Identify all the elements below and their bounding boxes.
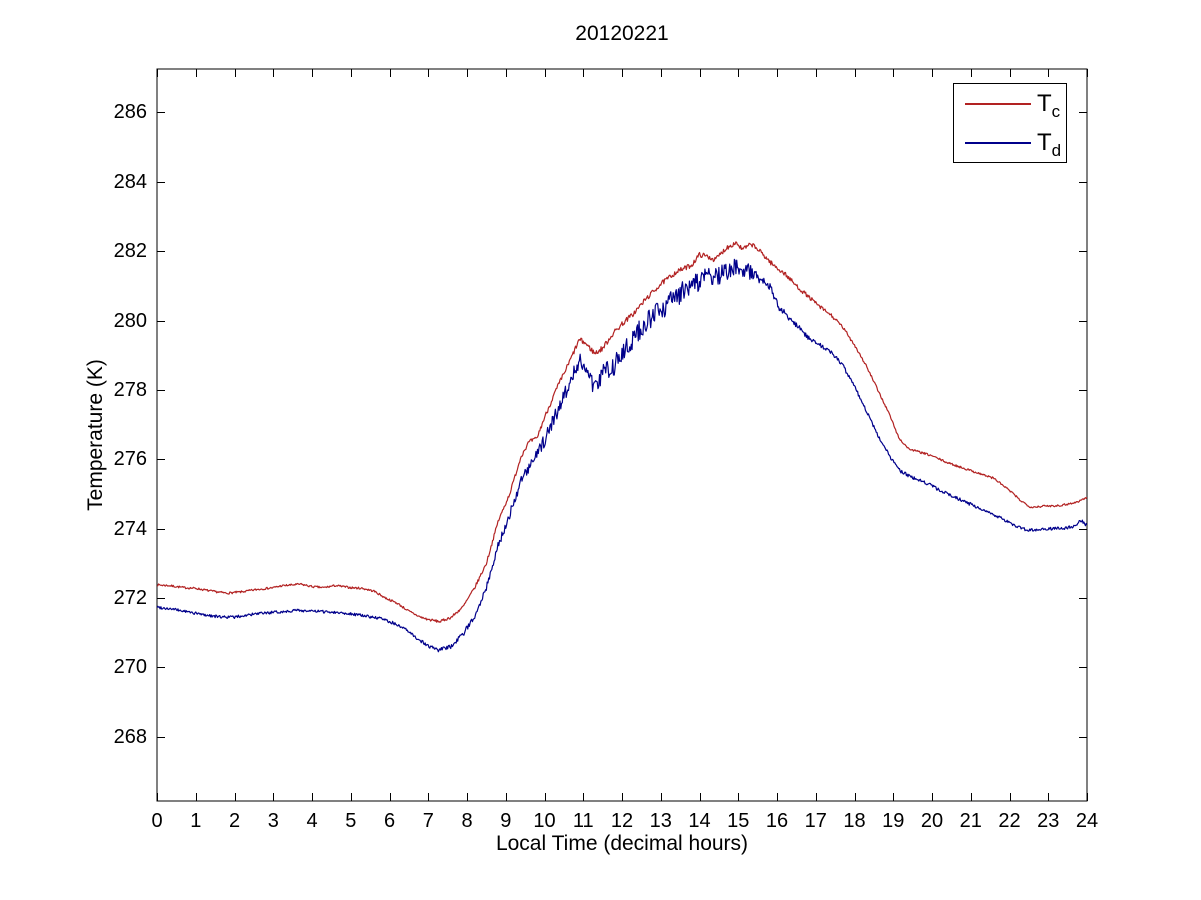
x-tick-label: 24 <box>1075 810 1099 832</box>
y-tick-label: 278 <box>113 378 147 401</box>
x-tick-label: 2 <box>228 810 241 832</box>
x-tick-label: 9 <box>500 810 512 832</box>
chart-title: 20120221 <box>575 22 669 45</box>
x-tick-label: 18 <box>843 810 866 832</box>
legend-entry-td: Td <box>954 130 1066 160</box>
x-tick-label: 10 <box>533 810 556 832</box>
x-axis-label: Local Time (decimal hours) <box>495 832 749 855</box>
legend-line-sample-td <box>965 142 1031 144</box>
y-tick-label: 276 <box>113 448 147 471</box>
x-tick-label: 22 <box>998 810 1021 832</box>
y-tick-label: 286 <box>113 101 147 124</box>
x-tick-label: 0 <box>151 810 163 832</box>
x-tick-label: 4 <box>306 810 318 832</box>
series-line-t_d <box>157 258 1087 653</box>
y-tick-label: 282 <box>113 240 147 263</box>
x-tick-label: 19 <box>882 810 905 832</box>
series-line-t_c <box>157 241 1087 623</box>
x-tick-label: 11 <box>572 810 594 832</box>
legend-line-sample-tc <box>965 103 1031 105</box>
y-tick-label: 280 <box>113 309 147 332</box>
x-tick-label: 1 <box>190 810 202 832</box>
x-tick-label: 12 <box>610 810 634 832</box>
legend-label-tc: Tc <box>1037 90 1061 121</box>
x-tick-label: 13 <box>649 810 672 832</box>
y-tick-label: 268 <box>113 725 147 748</box>
x-tick-label: 14 <box>688 810 711 832</box>
y-tick-label: 272 <box>113 587 147 610</box>
legend-box: Tc Td <box>953 83 1067 163</box>
x-tick-label: 8 <box>461 810 473 832</box>
y-tick-label: 274 <box>113 517 147 540</box>
legend-label-td: Td <box>1037 129 1062 160</box>
x-tick-label: 15 <box>727 810 750 832</box>
x-tick-label: 20 <box>920 810 944 832</box>
legend-entry-tc: Tc <box>954 91 1066 121</box>
x-tick-label: 23 <box>1037 810 1060 832</box>
x-tick-label: 21 <box>959 810 982 832</box>
x-tick-label: 3 <box>267 810 279 832</box>
x-tick-label: 16 <box>765 810 789 832</box>
x-tick-label: 5 <box>345 810 357 832</box>
x-tick-label: 6 <box>383 810 396 832</box>
x-tick-label: 7 <box>422 810 434 832</box>
y-tick-label: 284 <box>113 170 147 193</box>
y-tick-label: 270 <box>113 656 147 679</box>
x-tick-label: 17 <box>804 810 827 832</box>
